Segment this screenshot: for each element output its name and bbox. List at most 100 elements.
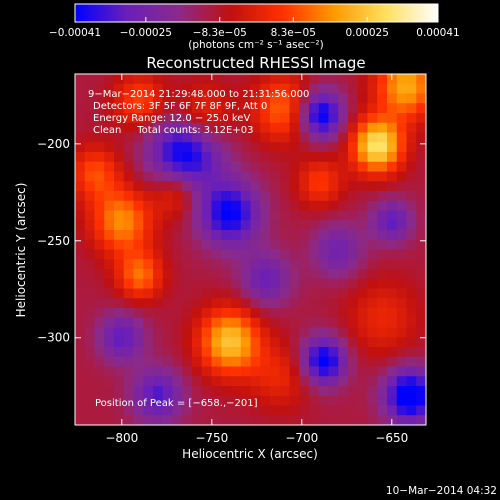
heatmap-cell: [299, 220, 310, 231]
heatmap-cell: [75, 220, 86, 231]
heatmap-cell: [114, 122, 125, 134]
heatmap-cell: [299, 366, 310, 377]
plot-frame: [74, 73, 427, 426]
heatmap-cell: [289, 386, 300, 397]
heatmap-cell: [182, 308, 193, 319]
heatmap-cell: [289, 113, 300, 124]
heatmap-cell: [309, 308, 320, 319]
heatmap-cell: [250, 181, 261, 192]
heatmap-cell: [172, 142, 183, 153]
heatmap-cell: [172, 181, 183, 192]
heatmap-cell: [153, 317, 164, 329]
heatmap-cell: [270, 171, 281, 182]
heatmap-cell: [201, 317, 213, 329]
heatmap-cell: [84, 347, 96, 358]
heatmap-cell: [289, 171, 300, 182]
heatmap-cell: [211, 298, 222, 309]
heatmap-cell: [309, 93, 320, 104]
heatmap-cell: [396, 298, 408, 309]
heatmap-cell: [123, 259, 135, 270]
heatmap-cell: [279, 317, 291, 329]
heatmap-cell: [270, 376, 281, 387]
heatmap-cell: [162, 288, 174, 299]
heatmap-cell: [84, 113, 96, 124]
heatmap-cell: [75, 171, 86, 182]
heatmap-cell: [357, 83, 369, 95]
heatmap-cell: [84, 83, 96, 95]
heatmap-cell: [221, 191, 232, 202]
heatmap-cell: [396, 278, 408, 290]
heatmap-cell: [231, 210, 242, 221]
heatmap-cell: [270, 356, 281, 368]
heatmap-cell: [240, 239, 252, 251]
heatmap-cell: [172, 132, 183, 143]
heatmap-cell: [328, 405, 339, 416]
heatmap-cell: [231, 415, 242, 425]
heatmap-cell: [328, 395, 339, 407]
heatmap-cell: [328, 220, 339, 231]
heatmap-cell: [84, 395, 96, 407]
heatmap-cell: [357, 210, 369, 221]
heatmap-cell: [172, 122, 183, 134]
heatmap-cell: [231, 230, 242, 241]
heatmap-cell: [162, 83, 174, 95]
heatmap-cell: [240, 230, 252, 241]
heatmap-cell: [172, 347, 183, 358]
heatmap-cell: [240, 337, 252, 348]
heatmap-cell: [143, 386, 154, 397]
heatmap-cell: [211, 327, 222, 338]
heatmap-cell: [172, 93, 183, 104]
heatmap-cell: [416, 386, 426, 397]
heatmap-cell: [192, 132, 203, 143]
heatmap-cell: [348, 181, 359, 192]
heatmap-cell: [133, 298, 144, 309]
heatmap-cell: [348, 405, 359, 416]
heatmap-cell: [328, 249, 339, 260]
heatmap-cell: [153, 220, 164, 231]
heatmap-cell: [387, 161, 398, 173]
heatmap-cell: [338, 191, 349, 202]
heatmap-cell: [211, 103, 222, 114]
heatmap-cell: [182, 74, 193, 85]
heatmap-cell: [396, 93, 408, 104]
heatmap-cell: [377, 415, 388, 425]
heatmap-cell: [84, 327, 96, 338]
heatmap-cell: [153, 74, 164, 85]
heatmap-cell: [123, 103, 135, 114]
heatmap-cell: [201, 308, 213, 319]
heatmap-cell: [318, 220, 330, 231]
heatmap-cell: [279, 93, 291, 104]
heatmap-cell: [201, 230, 213, 241]
heatmap-cell: [260, 405, 271, 416]
heatmap-cell: [221, 278, 232, 290]
heatmap-cell: [104, 220, 115, 231]
heatmap-cell: [377, 239, 388, 251]
heatmap-cell: [231, 152, 242, 163]
heatmap-cell: [309, 269, 320, 280]
heatmap-cell: [396, 347, 408, 358]
heatmap-cell: [260, 298, 271, 309]
heatmap-cell: [279, 220, 291, 231]
heatmap-cell: [221, 337, 232, 348]
x-tick-label: −800: [105, 431, 138, 445]
heatmap-cell: [260, 376, 271, 387]
heatmap-cell: [406, 327, 417, 338]
heatmap-cell: [211, 366, 222, 377]
heatmap-cell: [309, 142, 320, 153]
heatmap-cell: [377, 249, 388, 260]
heatmap-cell: [133, 356, 144, 368]
heatmap-cell: [143, 239, 154, 251]
heatmap-cell: [94, 200, 105, 212]
heatmap-cell: [289, 249, 300, 260]
heatmap-cell: [318, 113, 330, 124]
heatmap-cell: [182, 317, 193, 329]
heatmap-cell: [75, 415, 86, 425]
heatmap-cell: [143, 269, 154, 280]
heatmap-cell: [328, 230, 339, 241]
heatmap-cell: [94, 317, 105, 329]
heatmap-cell: [279, 103, 291, 114]
heatmap-cell: [231, 308, 242, 319]
heatmap-cell: [279, 210, 291, 221]
heatmap-cell: [123, 366, 135, 377]
heatmap-cell: [279, 298, 291, 309]
